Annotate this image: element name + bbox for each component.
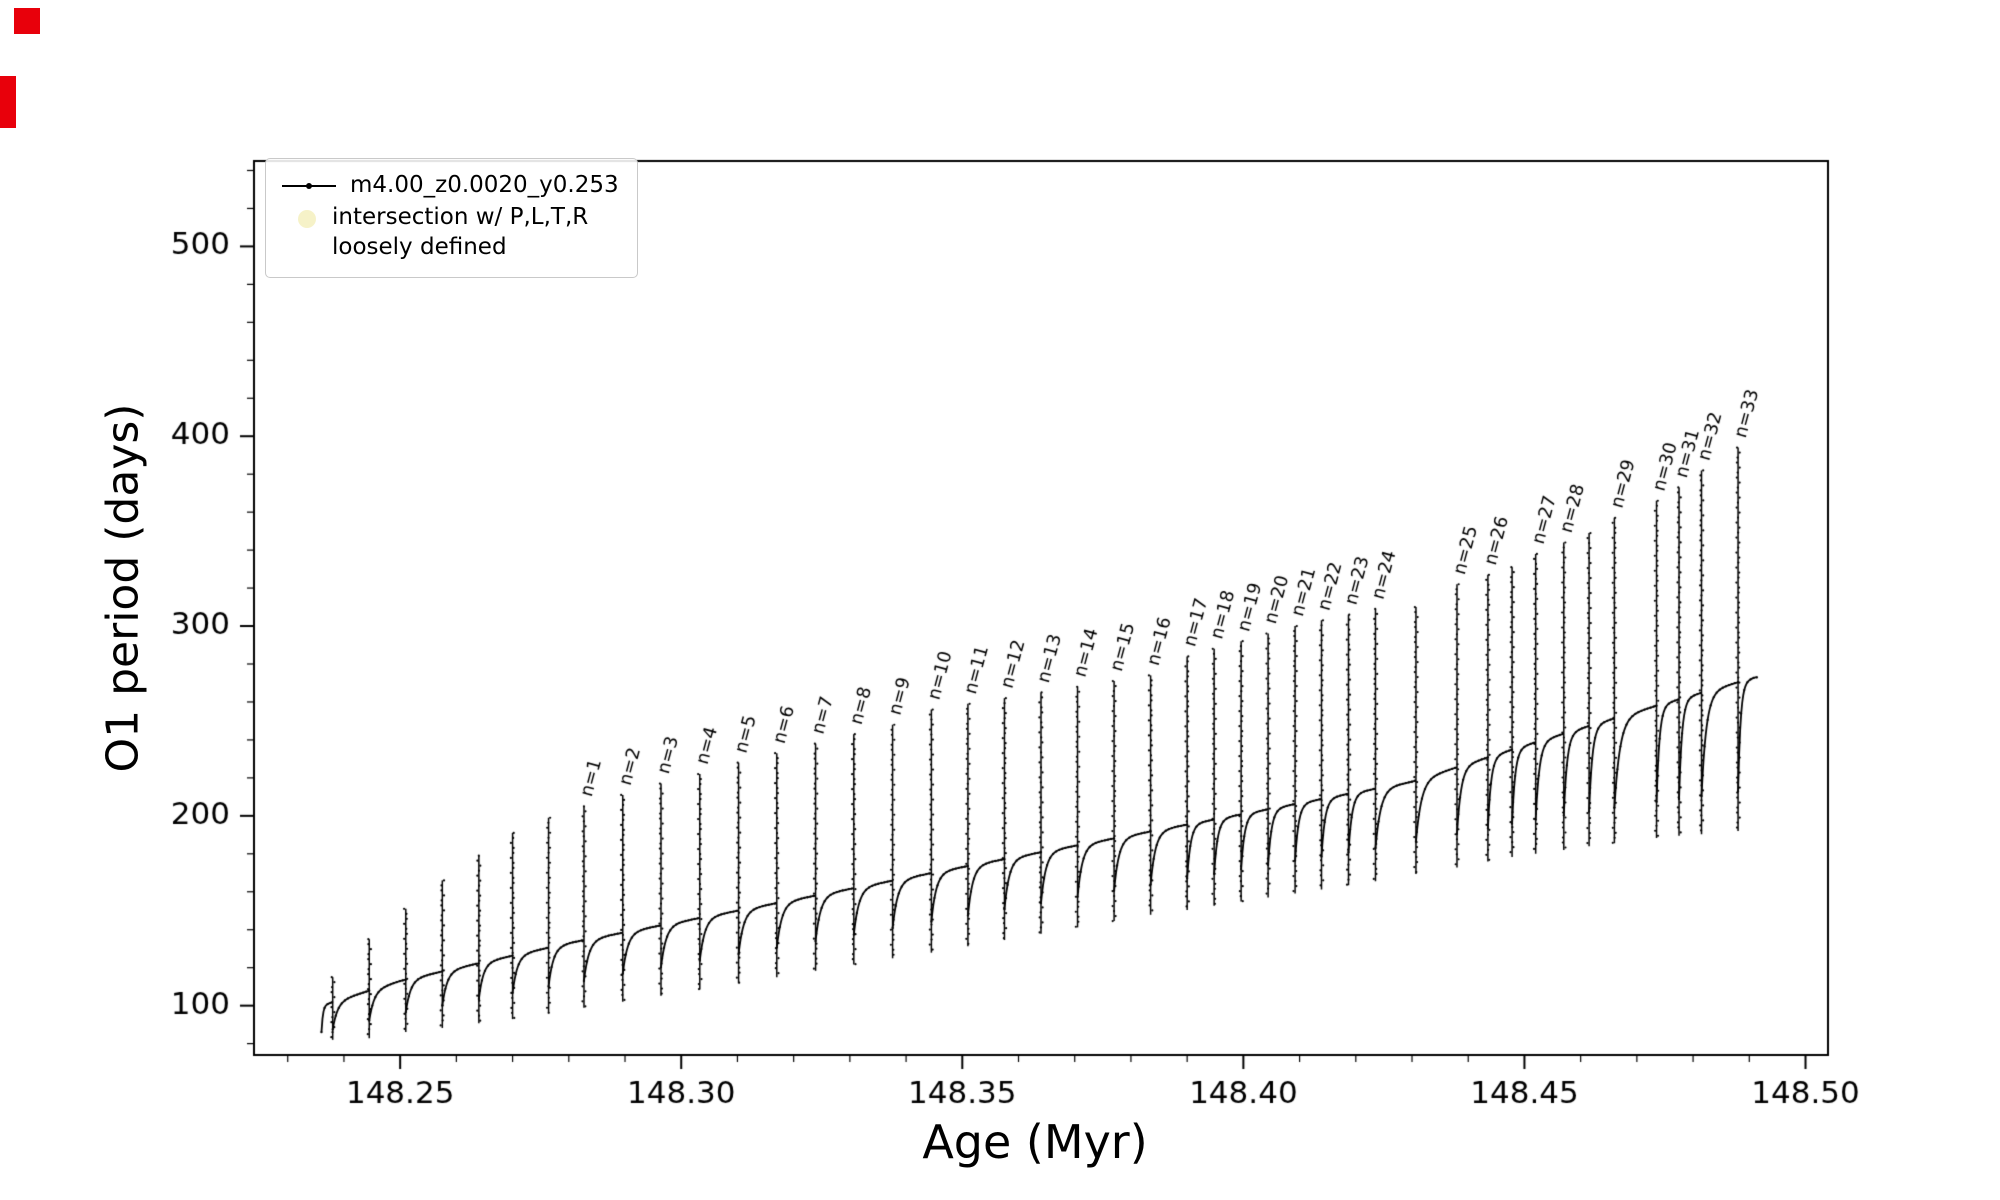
- legend-series-label: m4.00_z0.0020_y0.253: [350, 172, 619, 198]
- series-line-icon: [280, 171, 338, 201]
- x-axis-label: Age (Myr): [922, 1115, 1148, 1169]
- red-square-marker: [14, 8, 40, 34]
- legend: m4.00_z0.0020_y0.253 intersection w/ P,L…: [265, 158, 638, 278]
- legend-intersection-label: intersection w/ P,L,T,R loosely defined: [332, 204, 589, 260]
- red-bar-marker: [0, 76, 16, 128]
- circle-marker-icon: [298, 210, 316, 228]
- legend-item-intersection: intersection w/ P,L,T,R loosely defined: [280, 203, 619, 263]
- legend-item-series: m4.00_z0.0020_y0.253: [280, 171, 619, 201]
- y-axis-label: O1 period (days): [97, 403, 149, 773]
